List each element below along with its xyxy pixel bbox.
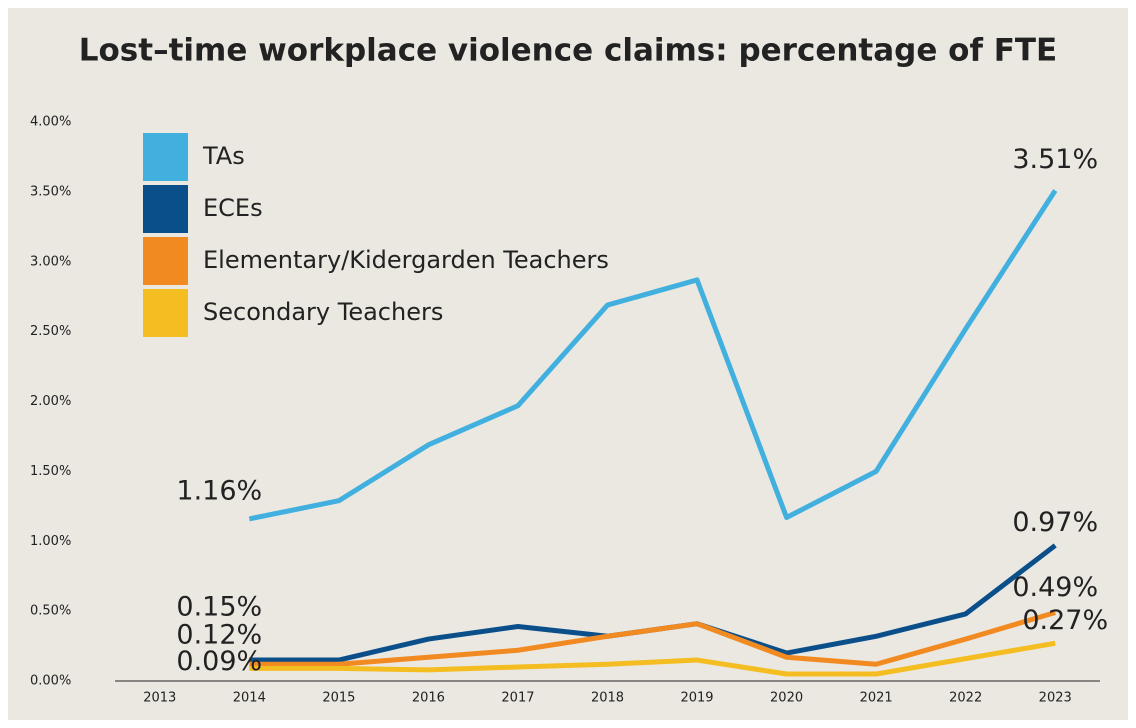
legend-label: TAs [202,142,245,170]
x-tick-label: 2022 [949,691,982,706]
legend-swatch [143,289,188,337]
y-tick-label: 1.50% [30,464,71,479]
legend-label: Secondary Teachers [203,298,443,326]
value-label: 0.97% [1012,507,1098,538]
x-tick-label: 2015 [322,691,355,706]
legend-swatch [143,185,188,233]
series-line [249,640,1056,677]
y-tick-label: 2.00% [30,394,71,409]
legend-swatch [143,133,188,181]
x-tick-label: 2019 [680,691,713,706]
x-tick-label: 2014 [233,691,266,706]
value-label: 0.12% [176,620,262,651]
value-label: 1.16% [176,475,262,506]
value-label: 0.15% [176,592,262,623]
value-label: 3.51% [1012,144,1098,175]
legend-label: ECEs [203,194,263,222]
value-label: 0.49% [1012,572,1098,603]
x-tick-label: 2016 [412,691,445,706]
y-tick-label: 1.00% [30,534,71,549]
y-tick-label: 2.50% [30,324,71,339]
legend-swatch [143,237,188,285]
chart-title: Lost–time workplace violence claims: per… [79,33,1057,69]
series-line [249,610,1056,667]
y-tick-label: 3.50% [30,184,71,199]
y-tick-label: 0.00% [30,674,71,689]
x-tick-label: 2013 [143,691,176,706]
x-tick-label: 2017 [501,691,534,706]
y-tick-label: 4.00% [30,115,71,130]
value-label: 0.27% [1022,605,1108,636]
x-tick-label: 2023 [1039,691,1072,706]
x-tick-label: 2018 [591,691,624,706]
y-tick-label: 3.00% [30,254,71,269]
y-tick-label: 0.50% [30,604,71,619]
x-tick-label: 2021 [860,691,893,706]
series-line [248,189,1058,522]
value-label: 0.09% [176,646,262,677]
x-tick-label: 2020 [770,691,803,706]
legend-label: Elementary/Kidergarden Teachers [203,246,609,274]
